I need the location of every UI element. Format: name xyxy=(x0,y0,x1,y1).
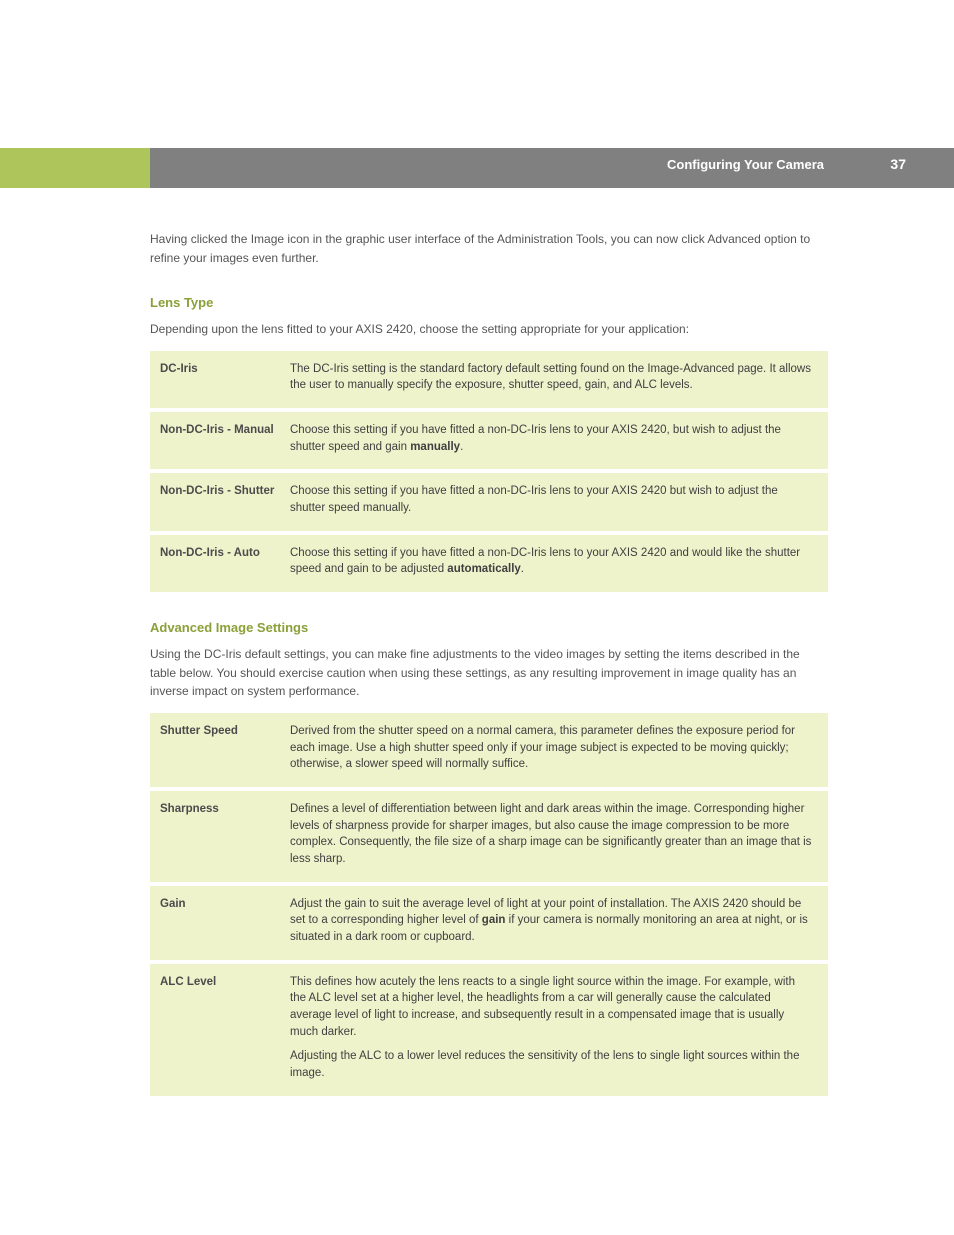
section2-sub: Using the DC-Iris default settings, you … xyxy=(150,645,828,701)
row-desc: The DC-Iris setting is the standard fact… xyxy=(290,361,814,394)
row-label: Shutter Speed xyxy=(160,723,290,773)
page: Configuring Your Camera 37 Having clicke… xyxy=(0,0,954,1235)
row-label: DC-Iris xyxy=(160,361,290,394)
header-stripe: Configuring Your Camera 37 xyxy=(0,148,954,188)
header-title: Configuring Your Camera xyxy=(667,157,824,172)
row-desc: Choose this setting if you have fitted a… xyxy=(290,483,814,516)
table-row: Gain Adjust the gain to suit the average… xyxy=(150,886,828,960)
header-accent xyxy=(0,148,150,188)
section1-heading: Lens Type xyxy=(150,295,828,310)
section1-sub: Depending upon the lens fitted to your A… xyxy=(150,320,828,339)
row-label: Gain xyxy=(160,896,290,946)
table-row: Non-DC-Iris - Auto Choose this setting i… xyxy=(150,535,828,592)
section2-heading: Advanced Image Settings xyxy=(150,620,828,635)
intro-text: Having clicked the Image icon in the gra… xyxy=(150,230,828,267)
row-label: Sharpness xyxy=(160,801,290,868)
row-desc: Defines a level of differentiation betwe… xyxy=(290,801,814,868)
header-bar: Configuring Your Camera 37 xyxy=(150,148,954,188)
row-desc: Choose this setting if you have fitted a… xyxy=(290,545,814,578)
row-desc: Adjust the gain to suit the average leve… xyxy=(290,896,814,946)
table-row: Non-DC-Iris - Manual Choose this setting… xyxy=(150,412,828,469)
page-number: 37 xyxy=(890,156,906,172)
row-desc: This defines how acutely the lens reacts… xyxy=(290,974,814,1082)
row-desc: Derived from the shutter speed on a norm… xyxy=(290,723,814,773)
section1-table: DC-Iris The DC-Iris setting is the stand… xyxy=(150,351,828,592)
row-label: Non-DC-Iris - Shutter xyxy=(160,483,290,516)
table-row: Shutter Speed Derived from the shutter s… xyxy=(150,713,828,787)
table-row: Sharpness Defines a level of differentia… xyxy=(150,791,828,882)
row-label: Non-DC-Iris - Auto xyxy=(160,545,290,578)
section2-table: Shutter Speed Derived from the shutter s… xyxy=(150,713,828,1096)
row-desc: Choose this setting if you have fitted a… xyxy=(290,422,814,455)
row-label: ALC Level xyxy=(160,974,290,1082)
table-row: Non-DC-Iris - Shutter Choose this settin… xyxy=(150,473,828,530)
table-row: ALC Level This defines how acutely the l… xyxy=(150,964,828,1096)
row-label: Non-DC-Iris - Manual xyxy=(160,422,290,455)
table-row: DC-Iris The DC-Iris setting is the stand… xyxy=(150,351,828,408)
content: Having clicked the Image icon in the gra… xyxy=(150,230,828,1100)
